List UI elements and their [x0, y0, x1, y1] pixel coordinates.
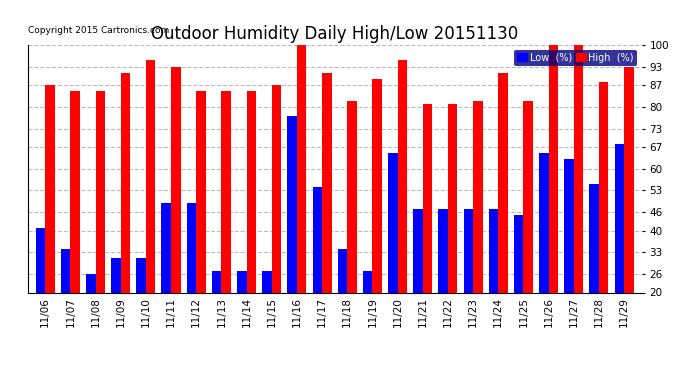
Bar	[615, 144, 624, 292]
Bar	[498, 73, 508, 292]
Bar	[363, 271, 373, 292]
Bar	[624, 67, 633, 292]
Bar	[246, 92, 256, 292]
Bar	[574, 45, 583, 292]
Bar	[489, 209, 498, 292]
Title: Outdoor Humidity Daily High/Low 20151130: Outdoor Humidity Daily High/Low 20151130	[151, 26, 518, 44]
Bar	[373, 79, 382, 292]
Bar	[61, 249, 70, 292]
Bar	[388, 153, 397, 292]
Bar	[221, 92, 231, 292]
Bar	[70, 92, 80, 292]
Bar	[514, 215, 524, 292]
Bar	[287, 116, 297, 292]
Bar	[262, 271, 272, 292]
Legend: Low  (%), High  (%): Low (%), High (%)	[514, 50, 637, 66]
Bar	[438, 209, 448, 292]
Bar	[549, 45, 558, 292]
Bar	[196, 92, 206, 292]
Bar	[212, 271, 221, 292]
Bar	[589, 184, 599, 292]
Bar	[146, 60, 155, 292]
Bar	[187, 203, 196, 292]
Bar	[448, 104, 457, 292]
Bar	[599, 82, 609, 292]
Bar	[95, 92, 105, 292]
Bar	[473, 101, 482, 292]
Bar	[397, 60, 407, 292]
Bar	[137, 258, 146, 292]
Bar	[36, 228, 46, 292]
Bar	[564, 159, 574, 292]
Bar	[539, 153, 549, 292]
Bar	[272, 85, 282, 292]
Bar	[171, 67, 181, 292]
Bar	[86, 274, 95, 292]
Bar	[413, 209, 423, 292]
Bar	[524, 101, 533, 292]
Bar	[423, 104, 433, 292]
Bar	[237, 271, 246, 292]
Text: Copyright 2015 Cartronics.com: Copyright 2015 Cartronics.com	[28, 26, 169, 35]
Bar	[322, 73, 332, 292]
Bar	[313, 188, 322, 292]
Bar	[46, 85, 55, 292]
Bar	[111, 258, 121, 292]
Bar	[347, 101, 357, 292]
Bar	[297, 45, 306, 292]
Bar	[337, 249, 347, 292]
Bar	[464, 209, 473, 292]
Bar	[161, 203, 171, 292]
Bar	[121, 73, 130, 292]
